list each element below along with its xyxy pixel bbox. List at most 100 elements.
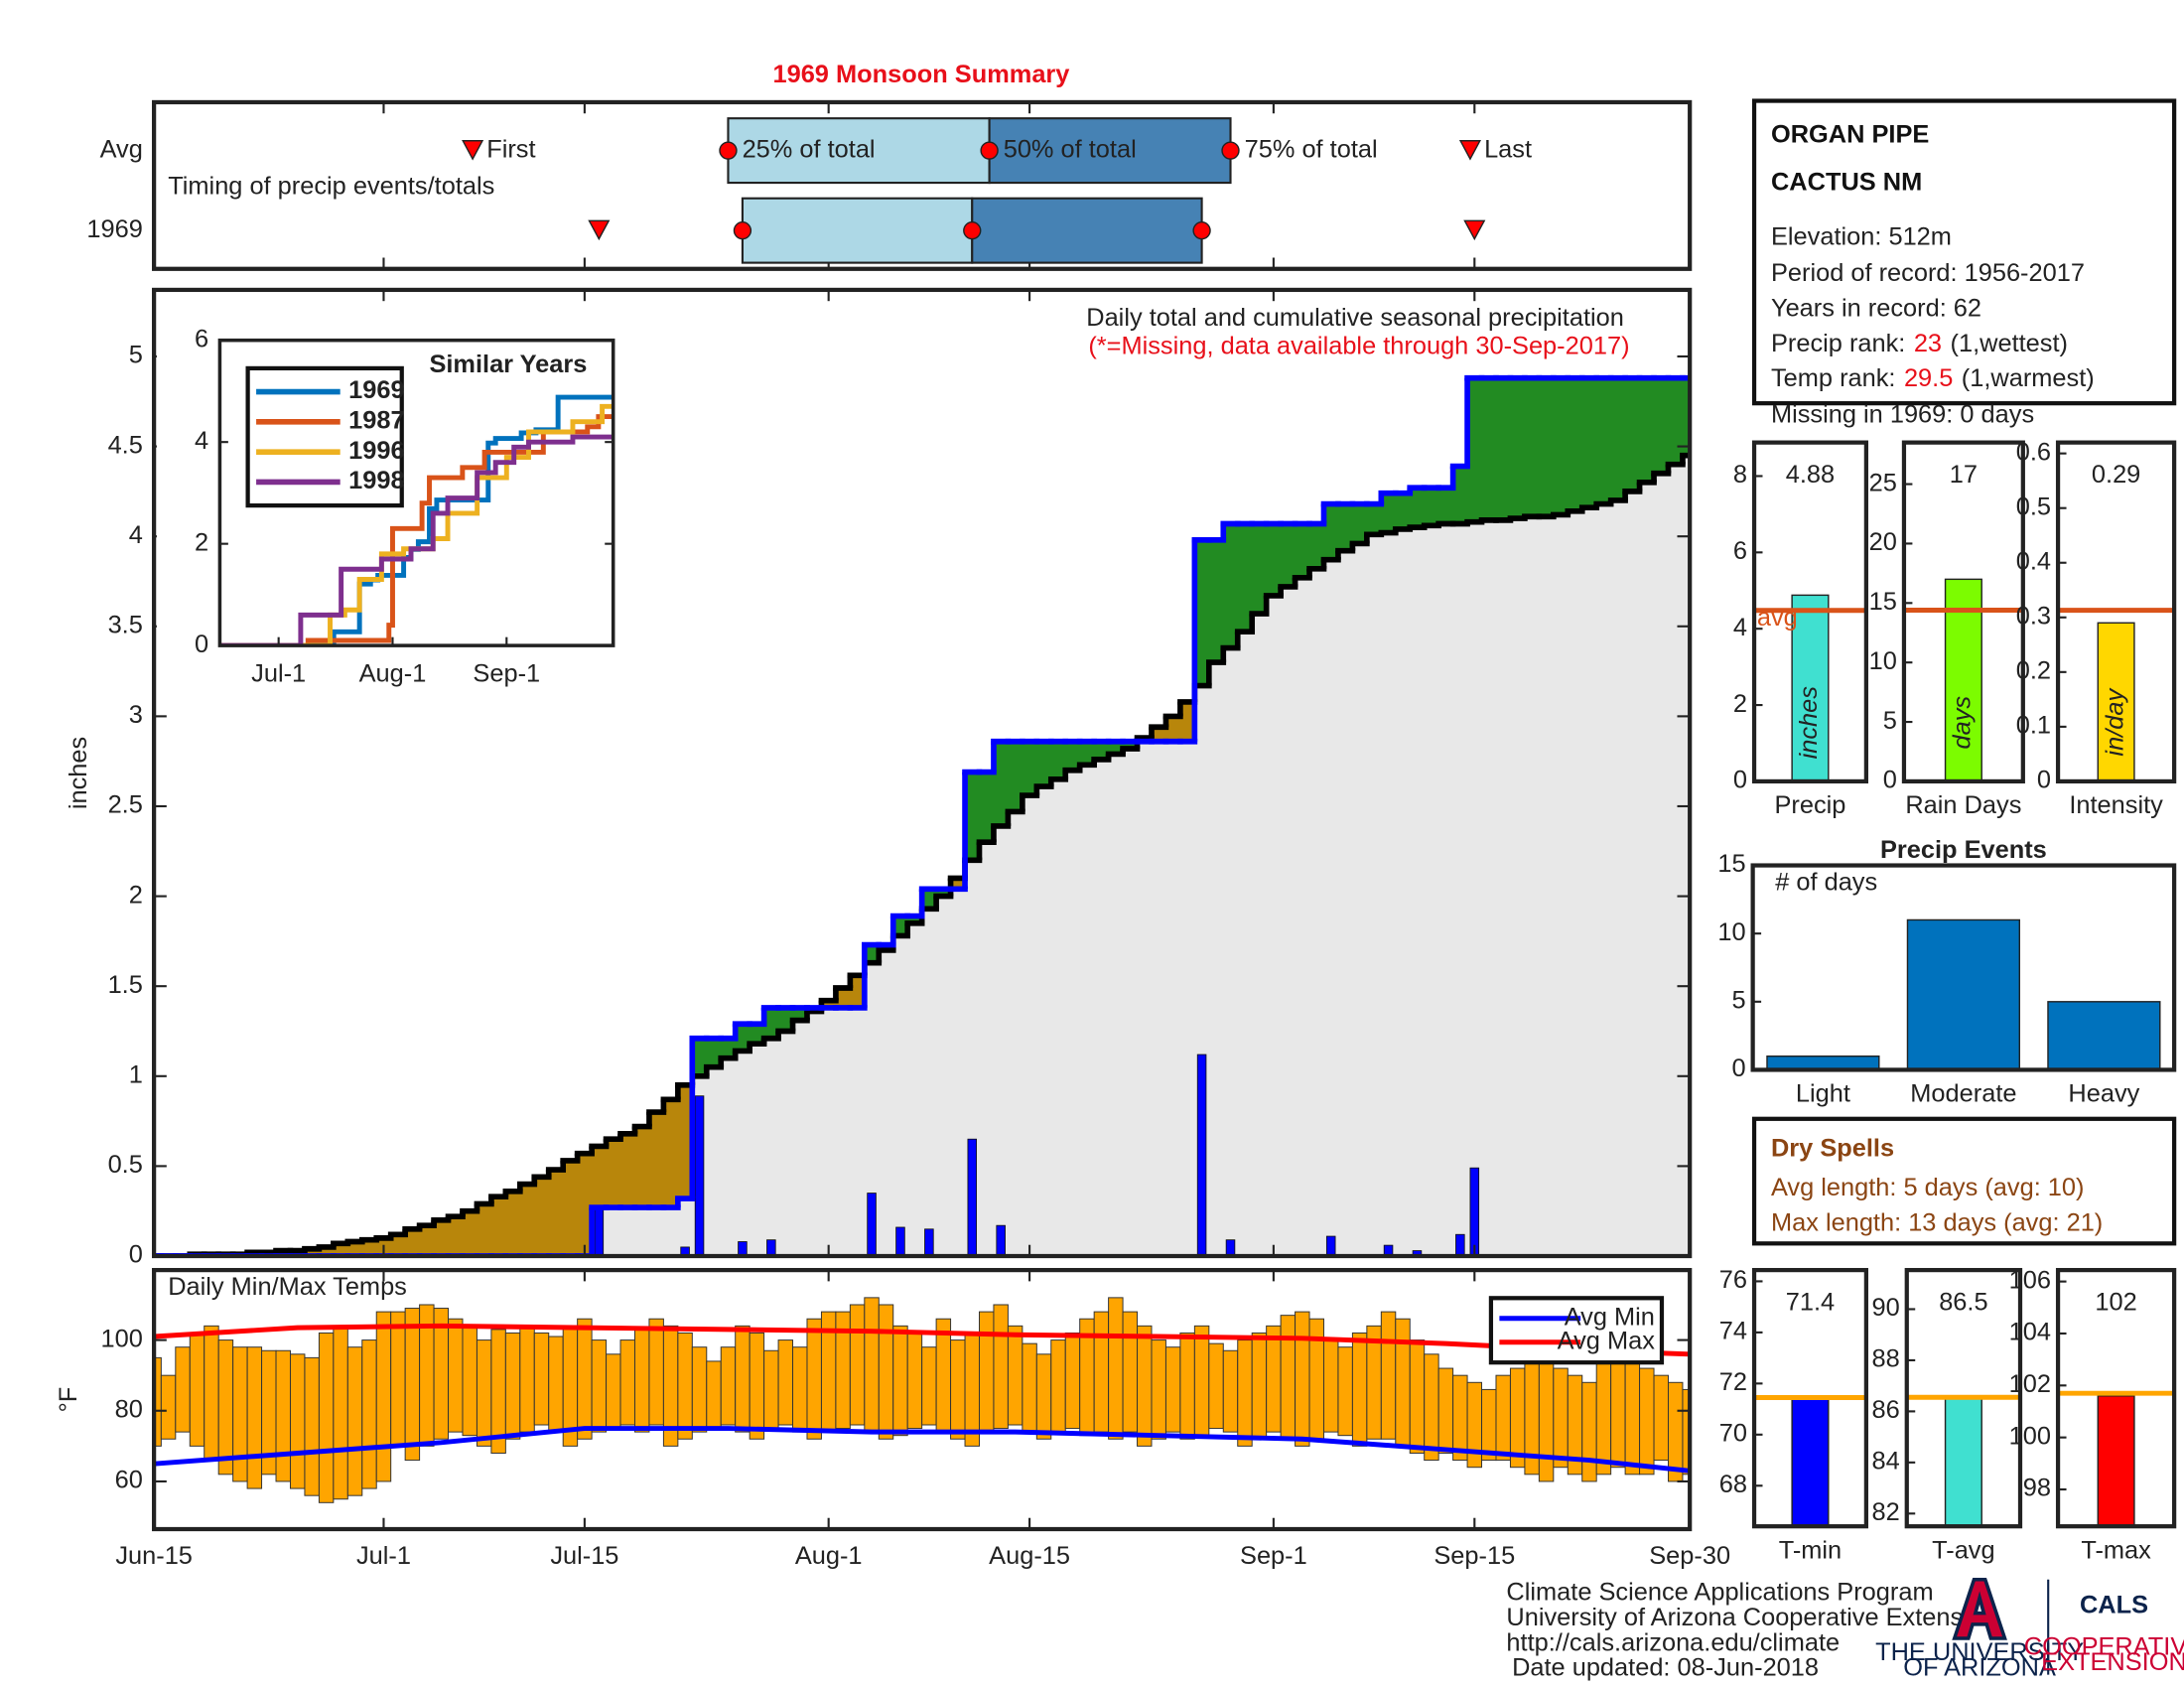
footer-line: Date updated: 08-Jun-2018 bbox=[1512, 1654, 1819, 1682]
inset-title: Similar Years bbox=[429, 351, 587, 378]
y-tick-label: 0.3 bbox=[2016, 602, 2051, 630]
temp-range-bar bbox=[1409, 1339, 1426, 1454]
temp-range-bar bbox=[964, 1332, 980, 1447]
temp-range-bar bbox=[1452, 1374, 1468, 1462]
y-tick-label: 102 bbox=[2009, 1370, 2051, 1398]
ua-logo bbox=[1952, 1578, 2007, 1640]
bar bbox=[1944, 578, 1982, 782]
y-tick-label: 4 bbox=[1733, 614, 1747, 641]
daily-bar bbox=[867, 1193, 877, 1257]
daily-bar bbox=[1412, 1250, 1423, 1257]
x-tick-label: Moderate bbox=[1910, 1080, 2016, 1108]
y-tick-label: 0.5 bbox=[108, 1151, 143, 1179]
temp-range-bar bbox=[1481, 1388, 1497, 1462]
daily-bar bbox=[594, 1206, 605, 1257]
series-line bbox=[219, 434, 614, 646]
dry-spells-box bbox=[1751, 1116, 2177, 1246]
y-tick-label: 88 bbox=[1871, 1345, 1899, 1373]
daily-bar bbox=[766, 1239, 776, 1257]
temp-range-bar bbox=[806, 1318, 822, 1440]
chart-title: Precip Events bbox=[1880, 836, 2047, 864]
x-tick-label: Heavy bbox=[2068, 1080, 2139, 1108]
timing-marker bbox=[588, 219, 611, 241]
legend-label: 1998 bbox=[348, 467, 404, 494]
value-label: 0.29 bbox=[2092, 461, 2140, 489]
temp-range-bar bbox=[1237, 1339, 1253, 1447]
dry-spells-title: Dry Spells bbox=[1771, 1135, 1894, 1163]
value-label: 102 bbox=[2095, 1289, 2136, 1317]
y-tick-label: 3.5 bbox=[108, 611, 143, 638]
temp-range-bar bbox=[304, 1356, 320, 1496]
event-label: 50% of total bbox=[1004, 135, 1137, 163]
temp-range-bar bbox=[1295, 1311, 1310, 1447]
unit-label: in/day bbox=[2101, 688, 2128, 757]
temp-range-bar bbox=[633, 1329, 650, 1433]
logo-text: EXTENSION bbox=[2041, 1648, 2184, 1676]
temp-range-bar bbox=[1351, 1332, 1368, 1447]
temp-range-bar bbox=[289, 1353, 306, 1489]
y-tick-label: 0.5 bbox=[2016, 492, 2051, 520]
station-name: CACTUS NM bbox=[1771, 168, 1922, 196]
temp-range-bar bbox=[1322, 1339, 1339, 1433]
x-tick-label: Precip bbox=[1774, 791, 1845, 819]
temp-range-bar bbox=[978, 1311, 995, 1433]
temp-range-bar bbox=[333, 1325, 348, 1500]
unit-label: days bbox=[1949, 696, 1977, 750]
plot-frame bbox=[1904, 1267, 2023, 1529]
temp-range-bar bbox=[677, 1332, 693, 1440]
y-tick-label: 10 bbox=[1717, 918, 1745, 946]
x-tick-label: Jul-15 bbox=[550, 1542, 618, 1570]
temp-range-bar bbox=[476, 1339, 492, 1447]
temp-range-bar bbox=[1437, 1367, 1454, 1454]
y-tick-label: 0.1 bbox=[2016, 712, 2051, 740]
y-tick-label: 2 bbox=[129, 881, 143, 909]
temp-range-bar bbox=[1022, 1342, 1037, 1433]
annotation: Daily Min/Max Temps bbox=[168, 1273, 407, 1301]
plot-frame bbox=[1751, 1267, 1868, 1529]
y-tick-label: 70 bbox=[1719, 1420, 1747, 1448]
series-line bbox=[219, 414, 614, 646]
temp-range-bar bbox=[1337, 1346, 1353, 1437]
y-tick-label: 0 bbox=[195, 631, 208, 658]
rank-label: Precip rank: bbox=[1771, 330, 1905, 357]
x-tick-label: Jul-1 bbox=[356, 1542, 411, 1570]
annotation: # of days bbox=[1775, 869, 1877, 897]
daily-bar bbox=[1383, 1244, 1394, 1257]
temp-range-bar bbox=[892, 1325, 908, 1437]
temp-range-bar bbox=[1064, 1332, 1081, 1430]
x-tick-label: T-max bbox=[2081, 1536, 2151, 1564]
bar bbox=[1906, 918, 2020, 1071]
x-tick-label: Rain Days bbox=[1905, 791, 2021, 819]
y-tick-label: 80 bbox=[115, 1395, 143, 1423]
y-tick-label: 0 bbox=[1883, 767, 1897, 794]
x-tick-label: Light bbox=[1796, 1080, 1850, 1108]
y-tick-label: 76 bbox=[1719, 1266, 1747, 1294]
station-period: Period of record: 1956-2017 bbox=[1771, 259, 2085, 287]
plot-frame bbox=[2055, 1267, 2177, 1529]
value-label: 4.88 bbox=[1786, 461, 1835, 489]
series-line bbox=[219, 403, 614, 646]
bar bbox=[2047, 1001, 2161, 1071]
x-tick-label: Sep-15 bbox=[1433, 1542, 1515, 1570]
daily-bar bbox=[996, 1224, 1006, 1257]
bar bbox=[1944, 1397, 1982, 1527]
temp-range-bar bbox=[1137, 1325, 1153, 1447]
y-tick-label: 0.4 bbox=[2016, 547, 2051, 575]
station-elevation: Elevation: 512m bbox=[1771, 222, 1952, 250]
daily-bar bbox=[1225, 1239, 1236, 1257]
bar bbox=[2097, 1395, 2135, 1527]
plot-frame bbox=[1751, 440, 1868, 784]
temp-range-bar bbox=[1251, 1332, 1268, 1440]
temp-range-bar bbox=[1222, 1349, 1239, 1433]
y-tick-label: 0 bbox=[1731, 1055, 1745, 1082]
temp-range-bar bbox=[906, 1332, 923, 1430]
temp-range-bar bbox=[577, 1318, 593, 1440]
dry-spells-line: Max length: 13 days (avg: 21) bbox=[1771, 1208, 2103, 1236]
logo-text: OF ARIZONA bbox=[1903, 1654, 2056, 1682]
timing-box bbox=[741, 197, 974, 264]
temp-range-bar bbox=[1007, 1325, 1024, 1426]
temp-range-bar bbox=[448, 1318, 464, 1433]
temp-range-bar bbox=[189, 1332, 205, 1447]
rank-note: (1,wettest) bbox=[1951, 330, 2068, 357]
